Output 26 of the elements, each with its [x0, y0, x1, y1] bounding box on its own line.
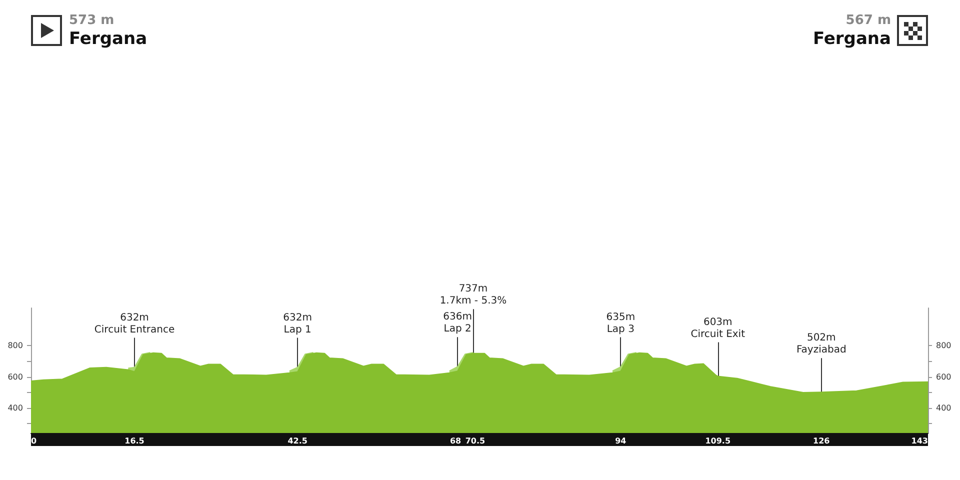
y2-tick-label: 400 — [936, 404, 952, 412]
x-tick-label: 109.5 — [705, 436, 731, 446]
y2-tick-label: 600 — [936, 372, 952, 382]
text: Fergana — [69, 29, 148, 49]
text: 573 m — [69, 13, 114, 28]
x-tick-label: 94 — [615, 436, 627, 446]
y-tick-label: 800 — [8, 341, 23, 350]
ref-line-label: 636m Lap 2 — [443, 312, 472, 335]
x-tick-label: 0 — [31, 436, 37, 446]
ref-line-label: 635m Lap 3 — [606, 312, 636, 335]
ref-line-label: 737m 1.7km - 5.3% — [440, 284, 507, 307]
x-tick-label: 70.5 — [465, 436, 486, 446]
ref-line-label: 632m Circuit Entrance — [94, 312, 175, 336]
x-tick-label: 16.5 — [124, 436, 145, 446]
x-tick-label: 42.5 — [288, 436, 308, 446]
ref-line-label: 502m Fayziabad — [796, 332, 846, 356]
ref-line-label: 603m Circuit Exit — [690, 316, 746, 340]
ref-line-label: 632m Lap 1 — [283, 312, 312, 336]
x-tick-label: 68 — [450, 436, 462, 446]
x-tick-label: 143 — [911, 436, 928, 446]
text: 567 m — [846, 13, 891, 28]
y2-tick-label: 800 — [936, 341, 952, 350]
y-tick-label: 600 — [8, 372, 23, 382]
text: Fergana — [812, 29, 891, 49]
y-tick-label: 400 — [8, 404, 23, 412]
x-tick-label: 126 — [813, 436, 830, 446]
